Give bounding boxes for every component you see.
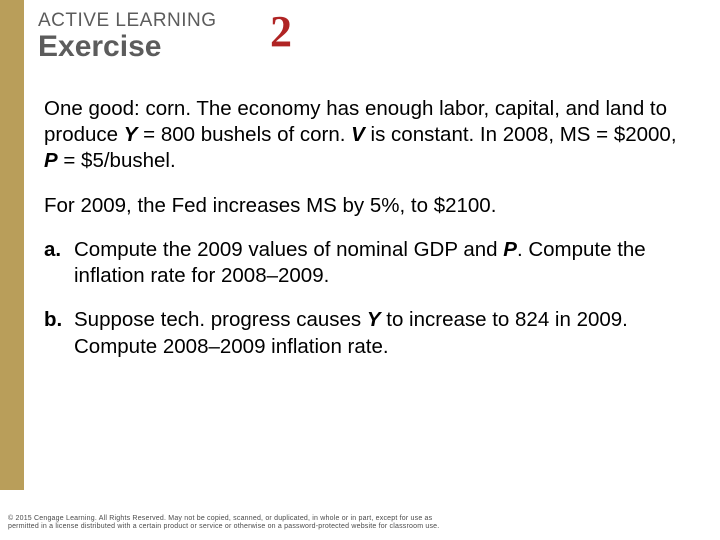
qb-text1: Suppose tech. progress causes: [74, 308, 367, 331]
question-list: a. Compute the 2009 values of nominal GD…: [44, 237, 684, 360]
marker-a: a.: [44, 237, 61, 263]
qb-y: Y: [367, 308, 381, 331]
p1-b: = 800 bushels of corn.: [137, 123, 351, 146]
p1-c: is constant. In 2008, MS = $2000,: [365, 123, 677, 146]
title-text: Exercise: [38, 30, 217, 64]
question-a: a. Compute the 2009 values of nominal GD…: [44, 237, 684, 289]
question-b: b. Suppose tech. progress causes Y to in…: [44, 307, 684, 359]
p1-v: V: [351, 123, 365, 146]
slide-header: ACTIVE LEARNING Exercise 2: [38, 10, 217, 64]
p1-y: Y: [124, 123, 138, 146]
slide-body: One good: corn. The economy has enough l…: [44, 96, 684, 378]
paragraph-1: One good: corn. The economy has enough l…: [44, 96, 684, 175]
qa-p: P: [503, 238, 517, 261]
copyright-footer: © 2015 Cengage Learning. All Rights Rese…: [8, 515, 708, 533]
exercise-number: 2: [270, 6, 292, 57]
p1-d: = $5/bushel.: [58, 149, 176, 172]
footer-line-1: © 2015 Cengage Learning. All Rights Rese…: [8, 515, 708, 524]
kicker-text: ACTIVE LEARNING: [38, 10, 217, 32]
qa-text1: Compute the 2009 values of nominal GDP a…: [74, 238, 503, 261]
paragraph-2: For 2009, the Fed increases MS by 5%, to…: [44, 193, 684, 219]
p1-p: P: [44, 149, 58, 172]
marker-b: b.: [44, 307, 62, 333]
accent-bar: [0, 0, 24, 490]
footer-line-2: permitted in a license distributed with …: [8, 523, 708, 532]
